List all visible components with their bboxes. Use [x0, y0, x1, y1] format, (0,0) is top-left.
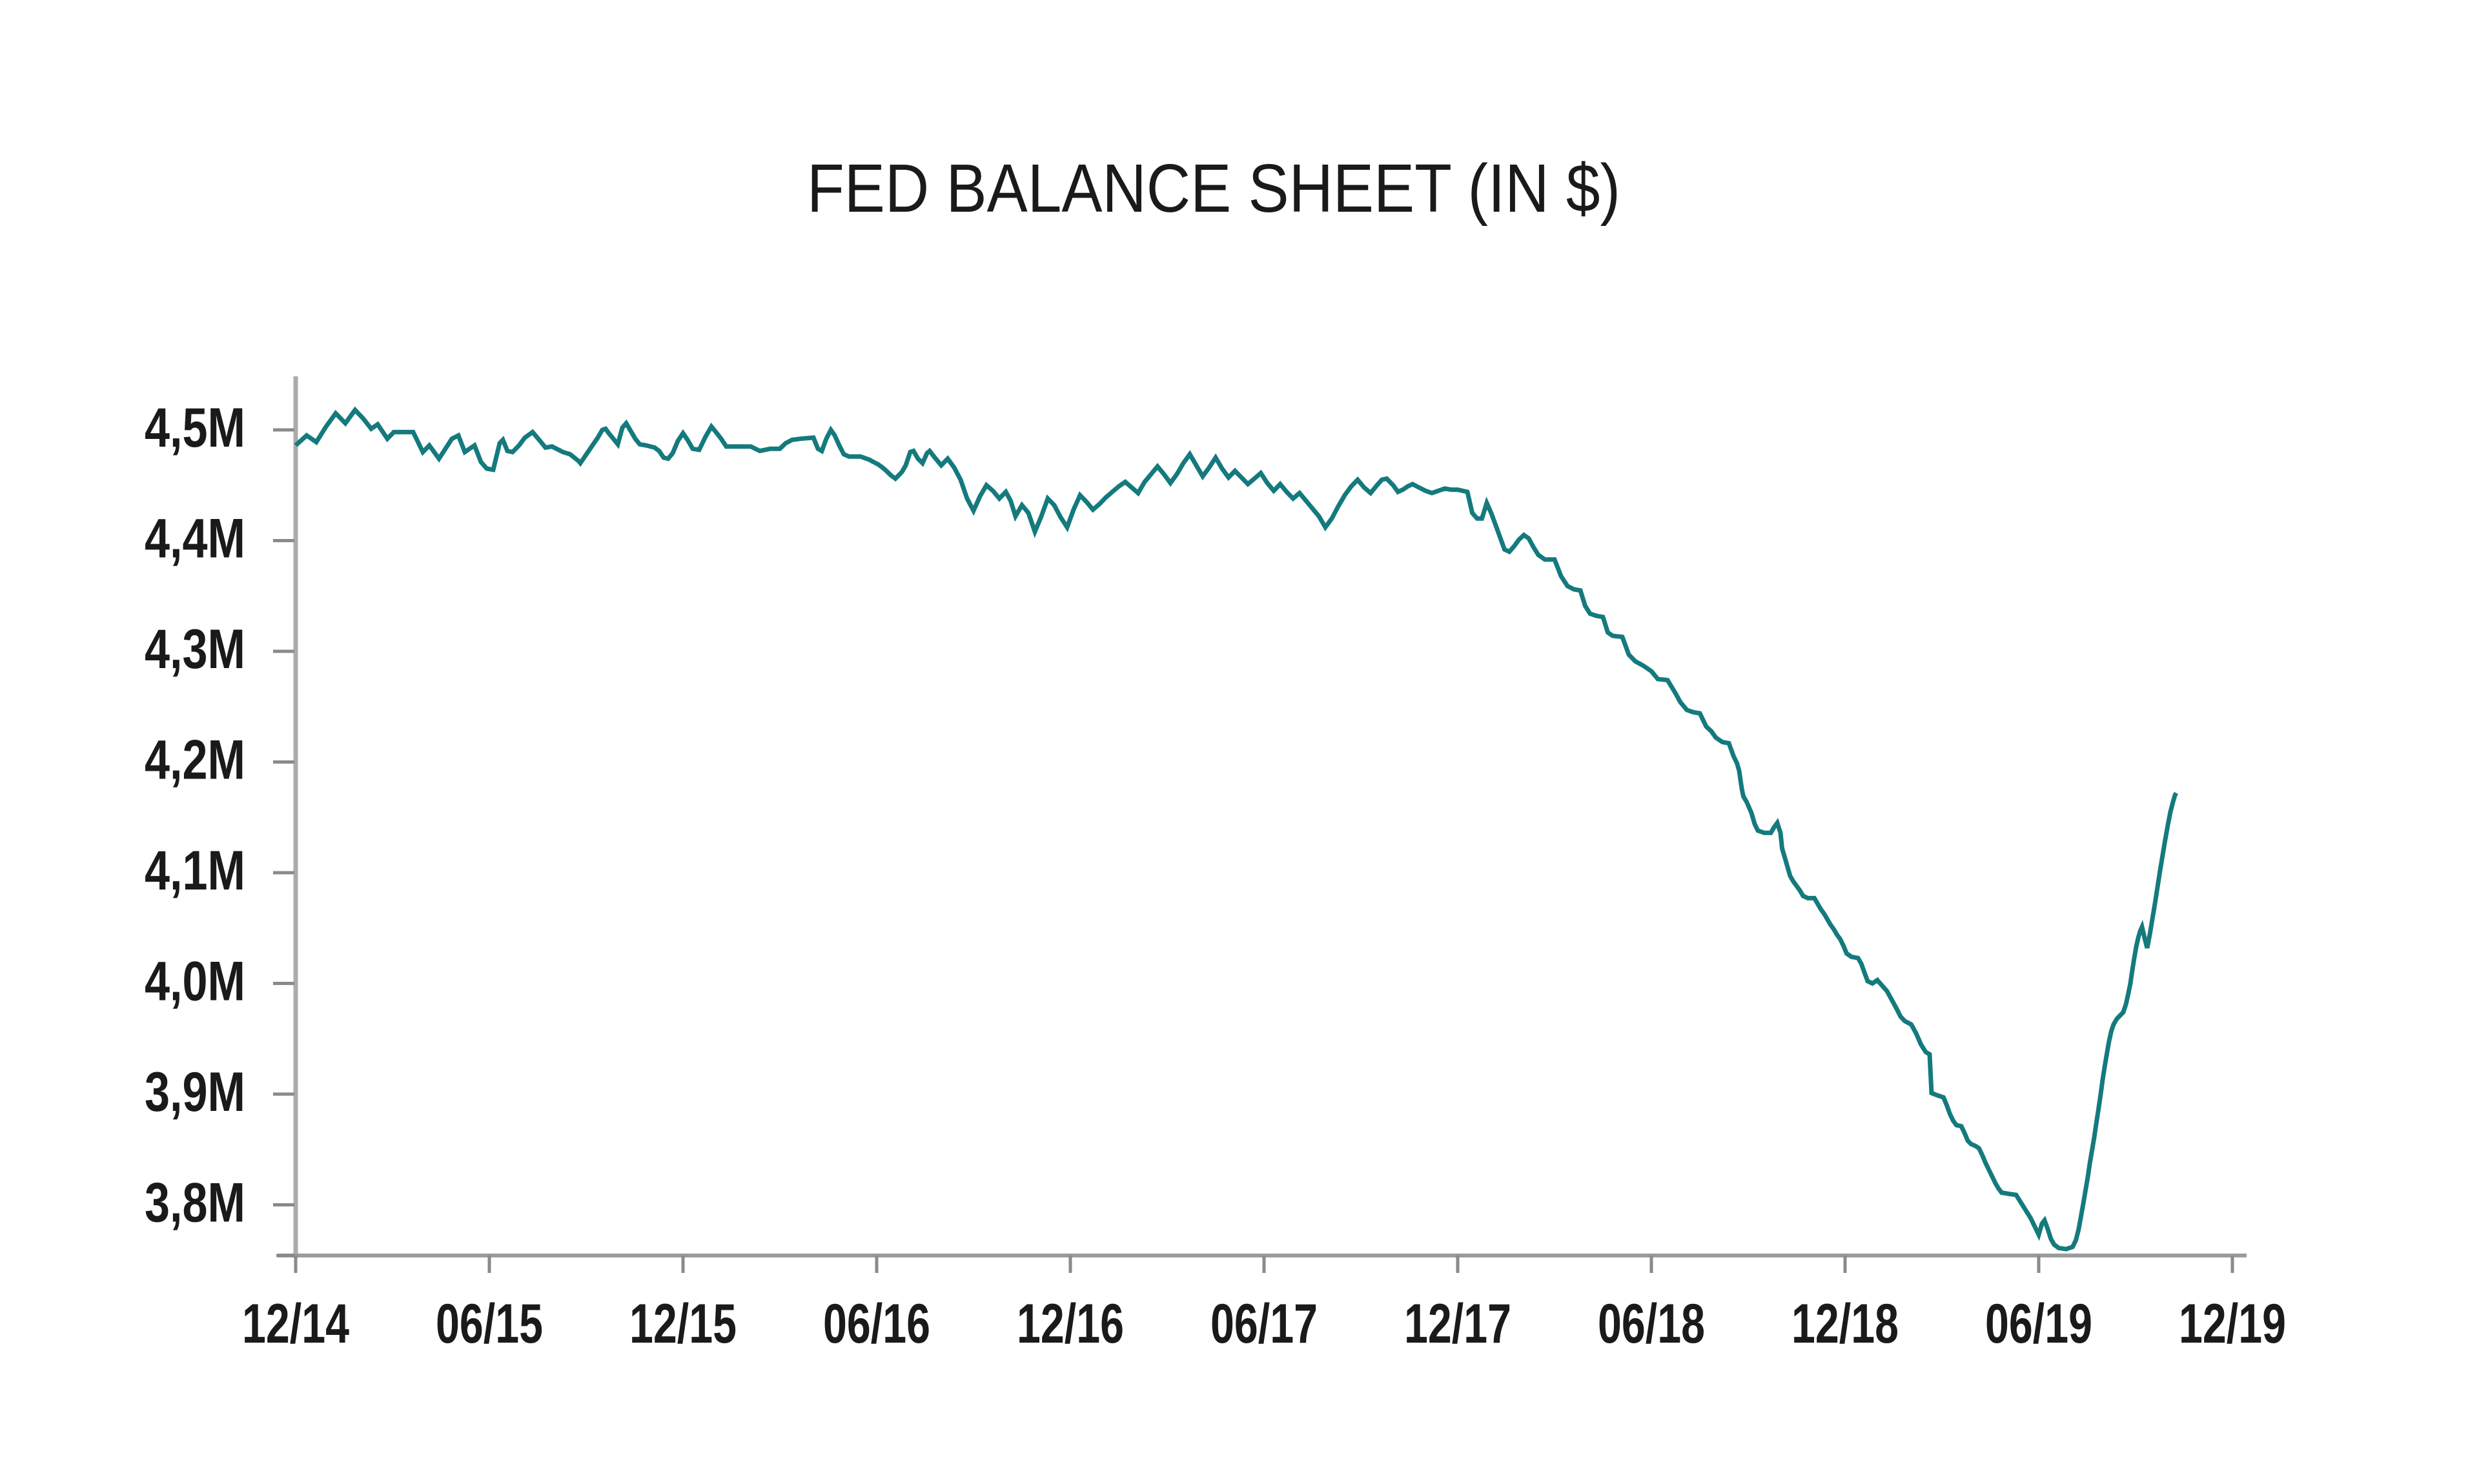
x-tick-label: 06/16 [823, 1293, 930, 1355]
series-lines [294, 406, 2179, 1252]
y-tick-label: 3,9M [145, 1061, 245, 1123]
x-tick-label: 12/14 [242, 1293, 349, 1355]
x-tick-label: 06/17 [1210, 1293, 1318, 1355]
x-tick-label: 12/18 [1791, 1293, 1899, 1355]
axis-ticks [273, 428, 2234, 1273]
y-tick-label: 4,0M [145, 951, 245, 1013]
y-tick-label: 4,5M [145, 397, 245, 459]
x-tick-label: 06/15 [436, 1293, 543, 1355]
x-tick-label: 12/16 [1017, 1293, 1124, 1355]
x-tick-label: 12/19 [2179, 1293, 2286, 1355]
chart-title: FED BALANCE SHEET (IN $) [807, 150, 1620, 227]
x-tick-label: 12/15 [629, 1293, 737, 1355]
y-tick-label: 4,2M [145, 729, 245, 791]
y-tick-label: 4,4M [145, 508, 245, 570]
x-tick-label: 12/17 [1404, 1293, 1511, 1355]
y-tick-label: 4,1M [145, 840, 245, 902]
axes [278, 376, 2247, 1258]
y-tick-label: 3,8M [145, 1172, 245, 1234]
y-tick-label: 4,3M [145, 618, 245, 680]
axis-tick-labels: 4,5M 4,4M 4,3M 4,2M 4,1M 4,0M 3,9M 3,8M 12/14 06/… [145, 397, 2286, 1355]
balance-sheet-line [294, 406, 2179, 1252]
x-tick-label: 06/18 [1598, 1293, 1705, 1355]
x-tick-label: 06/19 [1985, 1293, 2092, 1355]
